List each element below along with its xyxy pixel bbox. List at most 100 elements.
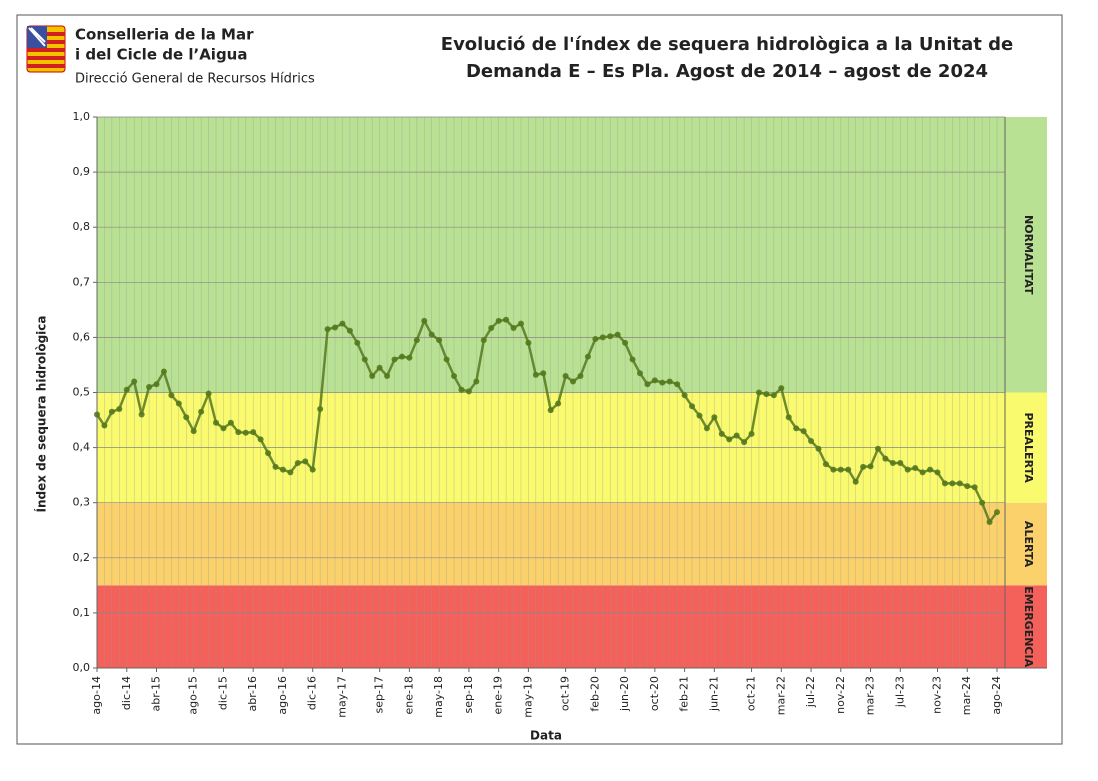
- data-point: [339, 320, 346, 327]
- data-point: [384, 372, 391, 379]
- data-point: [703, 425, 710, 432]
- zone-band: [97, 585, 1047, 668]
- y-tick-label: 0,8: [73, 220, 91, 233]
- data-point: [733, 432, 740, 439]
- data-point: [123, 386, 130, 393]
- y-tick-label: 0,2: [73, 551, 91, 564]
- data-point: [815, 445, 822, 452]
- chart-title: Demanda E – Es Pla. Agost de 2014 – agos…: [466, 61, 988, 82]
- data-point: [324, 326, 331, 333]
- y-tick-label: 0,7: [73, 275, 91, 288]
- data-point: [949, 480, 956, 487]
- x-tick-label: oct-19: [559, 676, 572, 711]
- org-name: i del Cicle de l’Aigua: [75, 46, 247, 64]
- data-point: [302, 458, 309, 465]
- data-point: [510, 325, 517, 332]
- data-point: [897, 460, 904, 467]
- x-tick-label: mar-22: [774, 676, 787, 715]
- data-point: [755, 389, 762, 396]
- data-point: [808, 437, 815, 444]
- data-point: [644, 381, 651, 388]
- data-point: [406, 354, 413, 361]
- data-point: [651, 377, 658, 384]
- data-point: [845, 466, 852, 473]
- data-point: [398, 353, 405, 360]
- data-point: [227, 419, 234, 426]
- y-tick-label: 0,0: [73, 661, 91, 674]
- x-tick-label: jun-21: [707, 676, 720, 712]
- x-tick-label: oct-20: [648, 676, 661, 711]
- data-point: [778, 385, 785, 392]
- data-point: [153, 381, 160, 388]
- data-point: [614, 331, 621, 338]
- data-point: [748, 430, 755, 437]
- data-point: [413, 337, 420, 344]
- data-point: [666, 378, 673, 385]
- y-tick-label: 0,5: [73, 386, 91, 399]
- data-point: [934, 469, 941, 476]
- data-point: [659, 379, 666, 386]
- data-point: [480, 337, 487, 344]
- data-point: [577, 372, 584, 379]
- data-point: [488, 325, 495, 332]
- data-point: [473, 378, 480, 385]
- data-point: [376, 364, 383, 371]
- data-point: [369, 372, 376, 379]
- x-tick-label: abr-16: [246, 676, 259, 712]
- data-point: [361, 356, 368, 363]
- y-tick-label: 0,4: [73, 441, 91, 454]
- data-point: [317, 406, 324, 413]
- y-tick-label: 0,1: [73, 606, 91, 619]
- x-tick-label: dic-14: [120, 676, 133, 710]
- data-point: [451, 372, 458, 379]
- x-tick-label: ago-14: [90, 676, 103, 715]
- data-point: [927, 466, 934, 473]
- x-axis-label: Data: [530, 729, 562, 743]
- data-point: [265, 450, 272, 457]
- data-point: [160, 368, 167, 375]
- data-point: [235, 429, 242, 436]
- y-tick-label: 0,9: [73, 165, 91, 178]
- x-tick-label: feb-21: [678, 676, 691, 712]
- data-point: [540, 370, 547, 377]
- y-tick-label: 0,6: [73, 330, 91, 343]
- x-tick-label: ene-19: [492, 676, 505, 714]
- x-tick-label: nov-23: [930, 676, 943, 714]
- x-tick-label: ago-24: [990, 676, 1003, 715]
- data-point: [964, 483, 971, 490]
- x-tick-label: mar-24: [960, 676, 973, 715]
- zone-band: [97, 502, 1047, 586]
- data-point: [770, 392, 777, 399]
- zone-label: ALERTA: [1022, 521, 1035, 568]
- data-point: [584, 353, 591, 360]
- data-point: [525, 339, 532, 346]
- data-point: [421, 317, 428, 324]
- data-point: [599, 334, 606, 341]
- data-point: [919, 469, 926, 476]
- data-point: [852, 478, 859, 485]
- data-point: [681, 392, 688, 399]
- data-point: [904, 466, 911, 473]
- data-point: [183, 414, 190, 421]
- data-point: [198, 408, 205, 415]
- data-point: [607, 333, 614, 340]
- org-subtitle: Direcció General de Recursos Hídrics: [75, 72, 315, 87]
- data-point: [332, 324, 339, 331]
- data-point: [108, 408, 115, 415]
- x-tick-label: sep-17: [373, 676, 386, 713]
- data-point: [391, 356, 398, 363]
- data-point: [213, 419, 220, 426]
- data-point: [175, 400, 182, 407]
- data-point: [622, 339, 629, 346]
- data-point: [562, 372, 569, 379]
- data-point: [800, 428, 807, 435]
- data-point: [517, 320, 524, 327]
- data-point: [190, 428, 197, 435]
- x-tick-label: oct-21: [745, 676, 758, 711]
- data-point: [941, 480, 948, 487]
- data-point: [592, 336, 599, 343]
- data-point: [547, 407, 554, 414]
- data-point: [503, 316, 510, 323]
